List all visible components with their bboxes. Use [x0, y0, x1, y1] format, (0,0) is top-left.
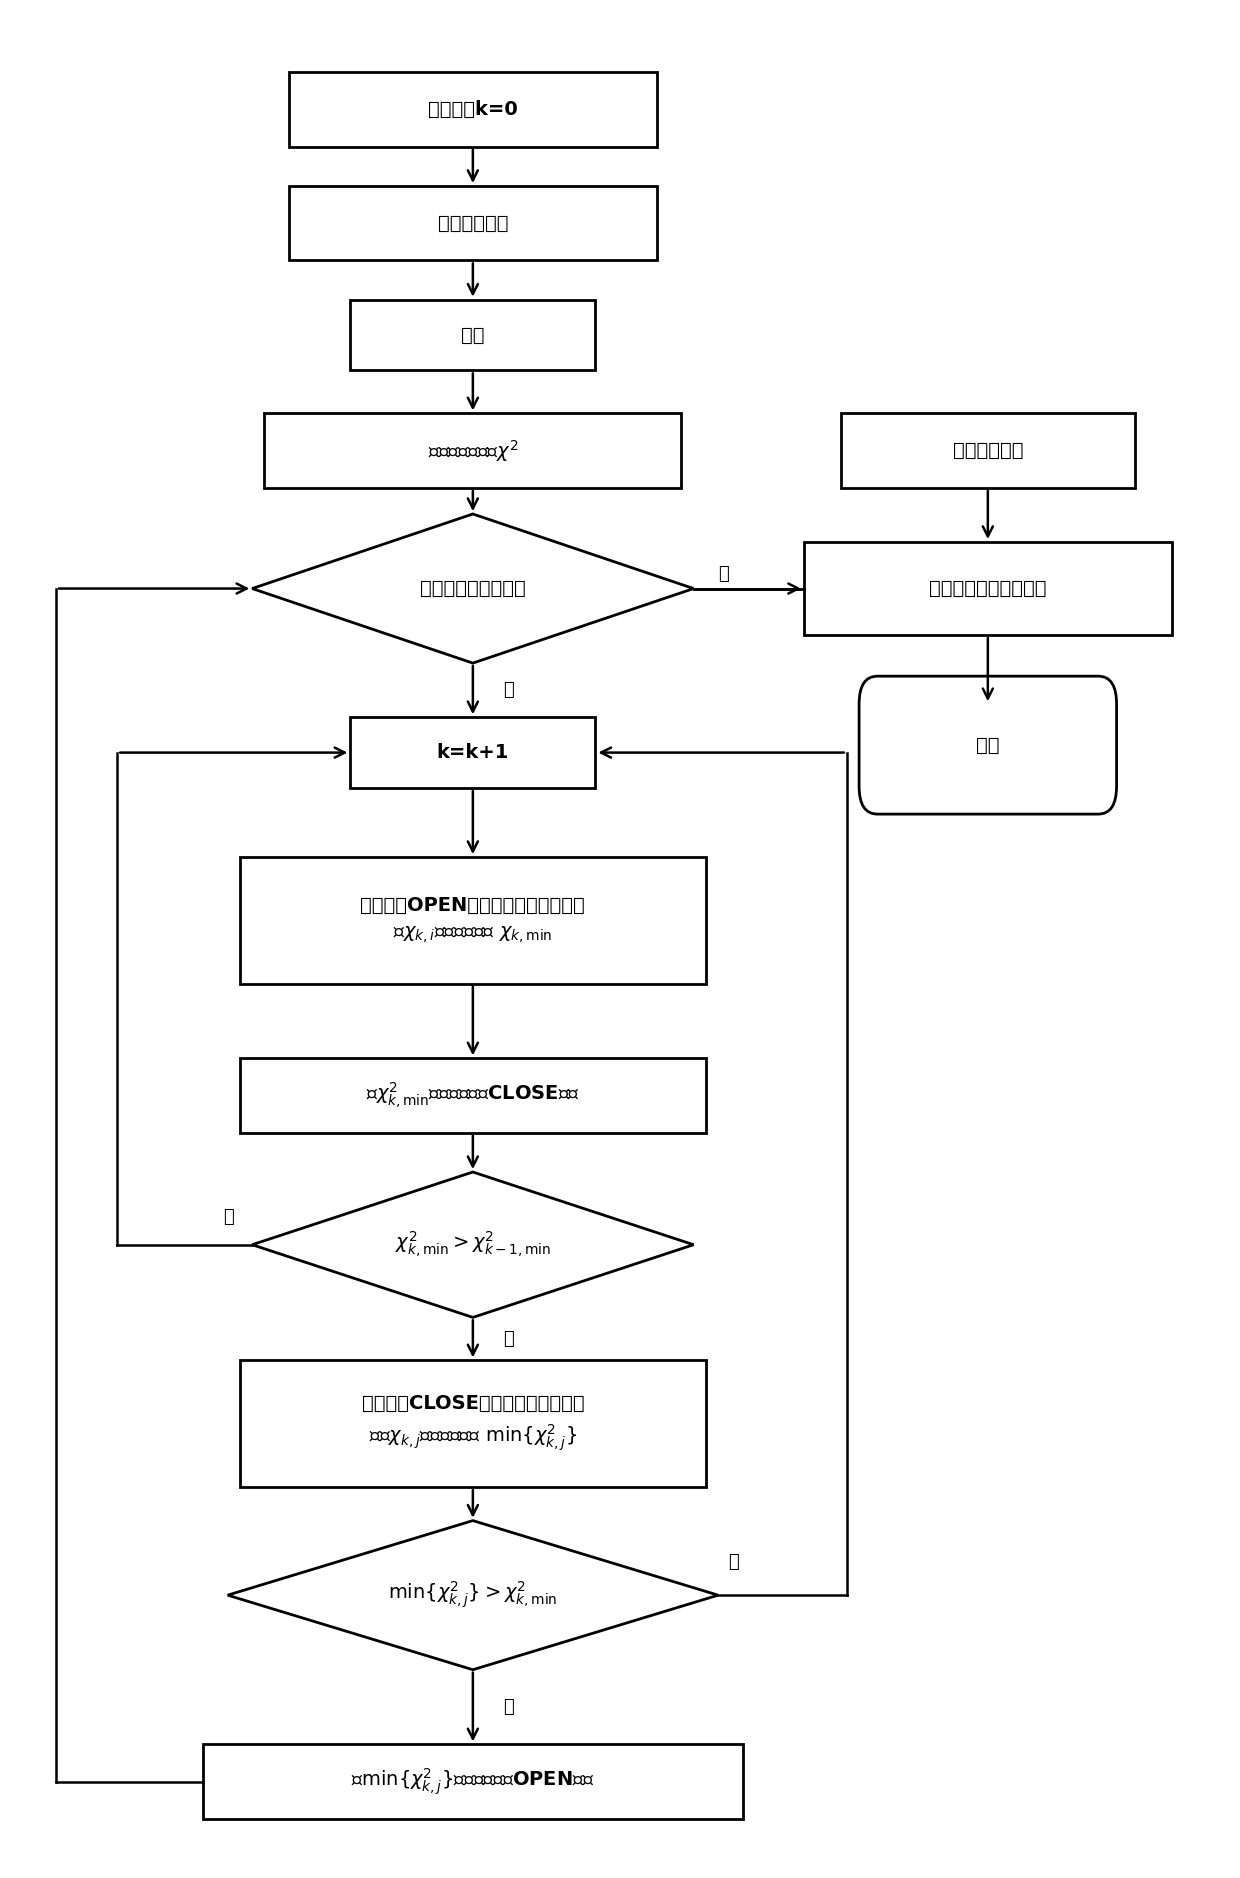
Text: 依次计算OPEN表中所有类的一致性函
数$\chi_{k,i}$，找到最小值 $\chi_{k,\min}$: 依次计算OPEN表中所有类的一致性函 数$\chi_{k,i}$，找到最小值 $…	[361, 896, 585, 945]
FancyBboxPatch shape	[239, 1059, 706, 1132]
FancyBboxPatch shape	[264, 413, 681, 488]
Text: 否: 否	[503, 1698, 515, 1716]
Text: 否: 否	[223, 1208, 234, 1226]
Text: 将$\chi^2_{k,\min}$对应的类移至CLOSE表中: 将$\chi^2_{k,\min}$对应的类移至CLOSE表中	[366, 1080, 580, 1110]
Text: $\chi^2_{k,\min}>\chi^2_{k-1,\min}$: $\chi^2_{k,\min}>\chi^2_{k-1,\min}$	[394, 1230, 551, 1260]
Text: 是否满足连续性条件: 是否满足连续性条件	[420, 578, 526, 597]
FancyBboxPatch shape	[239, 856, 706, 984]
FancyBboxPatch shape	[350, 717, 595, 789]
FancyBboxPatch shape	[289, 71, 657, 146]
Text: 聚类: 聚类	[461, 325, 485, 344]
Text: 初始化，k=0: 初始化，k=0	[428, 100, 518, 118]
Text: k=k+1: k=k+1	[436, 744, 510, 762]
Text: 输入闭环数据: 输入闭环数据	[438, 214, 508, 233]
Text: 将$\min\{\chi^2_{k,j}\}$对应的类移至OPEN表中: 将$\min\{\chi^2_{k,j}\}$对应的类移至OPEN表中	[351, 1767, 595, 1797]
Text: 是: 是	[718, 565, 729, 582]
FancyBboxPatch shape	[841, 413, 1135, 488]
FancyBboxPatch shape	[859, 676, 1116, 813]
Text: 否: 否	[503, 682, 515, 699]
Polygon shape	[228, 1521, 718, 1670]
FancyBboxPatch shape	[239, 1360, 706, 1487]
Polygon shape	[252, 1172, 693, 1316]
Text: 结束: 结束	[976, 736, 999, 755]
Text: 融合惯导关键状态数据: 融合惯导关键状态数据	[929, 578, 1047, 597]
FancyBboxPatch shape	[804, 543, 1172, 635]
Text: 依次计算CLOSE表中所有类的一致性
函数$\chi_{k,j}$，找到最小值 $\min\{\chi^2_{k,j}\}$: 依次计算CLOSE表中所有类的一致性 函数$\chi_{k,j}$，找到最小值 …	[362, 1393, 584, 1454]
Text: 是: 是	[503, 1330, 515, 1348]
FancyBboxPatch shape	[203, 1745, 743, 1820]
Polygon shape	[252, 515, 693, 663]
FancyBboxPatch shape	[350, 300, 595, 370]
Text: 输入惯导数据: 输入惯导数据	[952, 441, 1023, 460]
Text: 计算一致性函数$\chi^2$: 计算一致性函数$\chi^2$	[428, 438, 518, 464]
Text: $\min\{\chi^2_{k,j}\}>\chi^2_{k,\min}$: $\min\{\chi^2_{k,j}\}>\chi^2_{k,\min}$	[388, 1579, 558, 1611]
FancyBboxPatch shape	[289, 186, 657, 261]
Text: 是: 是	[728, 1553, 739, 1570]
